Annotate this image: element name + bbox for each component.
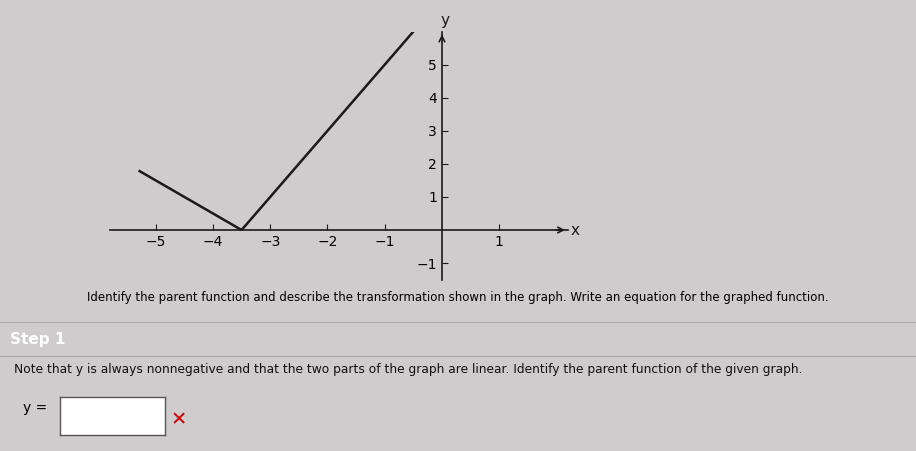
Text: Identify the parent function and describe the transformation shown in the graph.: Identify the parent function and describ… bbox=[87, 291, 829, 304]
Text: x: x bbox=[571, 222, 580, 238]
Text: ✕: ✕ bbox=[170, 411, 187, 430]
Text: Step 1: Step 1 bbox=[10, 332, 66, 347]
Text: y =: y = bbox=[23, 401, 47, 415]
Text: Note that y is always nonnegative and that the two parts of the graph are linear: Note that y is always nonnegative and th… bbox=[14, 363, 802, 376]
Text: y: y bbox=[441, 13, 450, 28]
